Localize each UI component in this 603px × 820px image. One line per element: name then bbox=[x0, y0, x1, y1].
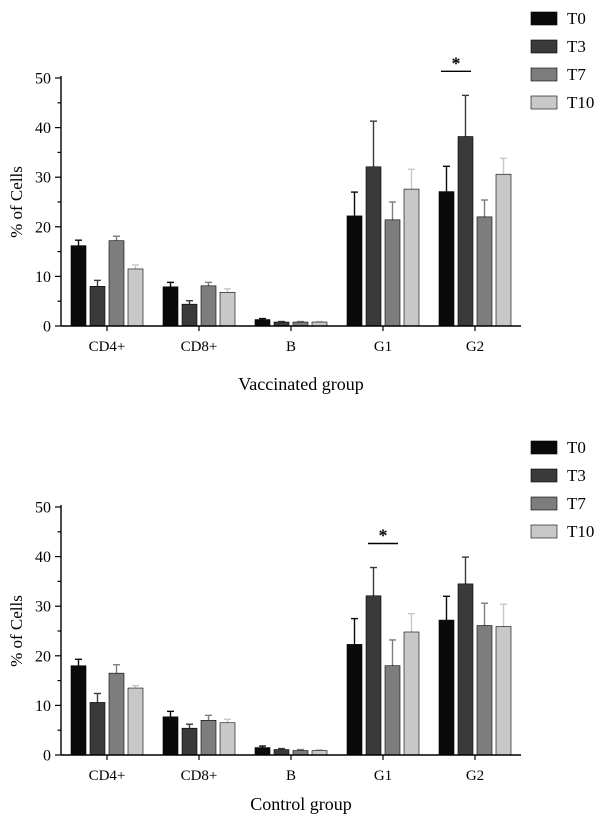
x-tick-label-b: B bbox=[286, 768, 296, 784]
bar-t7-g1 bbox=[384, 219, 401, 327]
bar-t3-g2 bbox=[457, 136, 474, 327]
y-tick-label-0: 0 bbox=[43, 748, 51, 765]
y-tick-label-10: 10 bbox=[35, 698, 51, 715]
bar-t3-cd8 bbox=[181, 727, 198, 756]
bar-t10-g1 bbox=[403, 631, 420, 756]
y-tick-label-30: 30 bbox=[35, 170, 51, 187]
bar-t0-b bbox=[254, 747, 271, 756]
bar-t3-g2 bbox=[457, 583, 474, 756]
bar-t3-cd4 bbox=[89, 286, 106, 327]
x-tick-label-cd8: CD8+ bbox=[181, 339, 218, 355]
bar-t7-g2 bbox=[476, 216, 493, 327]
bar-t7-cd8 bbox=[200, 719, 217, 756]
legend-label-t3: T3 bbox=[567, 466, 586, 485]
bar-t3-g1 bbox=[365, 166, 382, 327]
x-tick-label-g2: G2 bbox=[466, 339, 484, 355]
bar-t10-g2 bbox=[495, 173, 512, 327]
bar-t3-g1 bbox=[365, 595, 382, 756]
x-axis-label: Control group bbox=[250, 794, 352, 814]
bar-t3-cd4 bbox=[89, 702, 106, 756]
legend-swatch-t10 bbox=[530, 524, 558, 539]
y-tick-label-40: 40 bbox=[35, 549, 51, 566]
x-tick-label-g2: G2 bbox=[466, 768, 484, 784]
y-tick-label-50: 50 bbox=[35, 500, 51, 517]
legend-label-t0: T0 bbox=[567, 438, 586, 457]
bar-t10-cd8 bbox=[219, 722, 236, 756]
bar-t10-g2 bbox=[495, 626, 512, 756]
legend-label-t7: T7 bbox=[567, 494, 586, 513]
significance-asterisk: * bbox=[379, 526, 388, 546]
y-tick-label-40: 40 bbox=[35, 120, 51, 137]
control-group-chart: 0 10 20 30 40 50 CD4+ CD8+ B G1 G2 % of Cells Contro… bbox=[7, 438, 594, 814]
legend-label-t3: T3 bbox=[567, 37, 586, 56]
x-tick-label-b: B bbox=[286, 339, 296, 355]
legend-swatch-t0 bbox=[530, 440, 558, 455]
x-tick-label-g1: G1 bbox=[374, 768, 392, 784]
legend-swatch-t7 bbox=[530, 496, 558, 511]
bar-t0-cd4 bbox=[70, 665, 87, 756]
bar-t0-cd8 bbox=[162, 286, 179, 327]
bar-t0-g1 bbox=[346, 644, 363, 756]
bar-t10-g1 bbox=[403, 188, 420, 327]
bar-t7-g2 bbox=[476, 625, 493, 756]
legend-swatch-t3 bbox=[530, 39, 558, 54]
legend-label-t0: T0 bbox=[567, 9, 586, 28]
legend-swatch-t7 bbox=[530, 67, 558, 82]
x-tick-label-cd4: CD4+ bbox=[89, 768, 126, 784]
bar-t7-g1 bbox=[384, 665, 401, 756]
bar-t10-cd4 bbox=[127, 687, 144, 756]
bar-t0-cd8 bbox=[162, 716, 179, 756]
bar-t0-g1 bbox=[346, 215, 363, 327]
bar-t10-cd4 bbox=[127, 268, 144, 327]
legend-label-t10: T10 bbox=[567, 93, 594, 112]
bar-t0-g2 bbox=[438, 191, 455, 327]
legend-swatch-t10 bbox=[530, 95, 558, 110]
legend-label-t10: T10 bbox=[567, 522, 594, 541]
x-tick-label-cd4: CD4+ bbox=[89, 339, 126, 355]
bar-t7-cd4 bbox=[108, 240, 125, 327]
bar-t0-cd4 bbox=[70, 245, 87, 327]
legend-swatch-t3 bbox=[530, 468, 558, 483]
y-tick-label-0: 0 bbox=[43, 319, 51, 336]
bar-t7-cd8 bbox=[200, 285, 217, 327]
bar-t7-cd4 bbox=[108, 672, 125, 756]
bar-t0-g2 bbox=[438, 619, 455, 756]
bar-t3-cd8 bbox=[181, 303, 198, 327]
x-tick-label-cd8: CD8+ bbox=[181, 768, 218, 784]
vaccinated-group-chart: 0 10 20 30 40 50 CD4+ CD8+ B G1 G2 % of Cells Vaccin… bbox=[7, 9, 594, 394]
y-tick-label-50: 50 bbox=[35, 71, 51, 88]
bar-t10-cd8 bbox=[219, 291, 236, 327]
legend-swatch-t0 bbox=[530, 11, 558, 26]
y-axis-label: % of Cells bbox=[7, 595, 26, 667]
x-tick-label-g1: G1 bbox=[374, 339, 392, 355]
significance-asterisk: * bbox=[452, 53, 461, 73]
y-axis-label: % of Cells bbox=[7, 166, 26, 238]
y-tick-label-20: 20 bbox=[35, 219, 51, 236]
bar-t0-b bbox=[254, 319, 271, 327]
x-axis-label: Vaccinated group bbox=[238, 374, 363, 394]
legend-label-t7: T7 bbox=[567, 65, 586, 84]
y-tick-label-10: 10 bbox=[35, 269, 51, 286]
y-tick-label-30: 30 bbox=[35, 599, 51, 616]
bar-t3-b bbox=[273, 749, 290, 756]
y-tick-label-20: 20 bbox=[35, 648, 51, 665]
